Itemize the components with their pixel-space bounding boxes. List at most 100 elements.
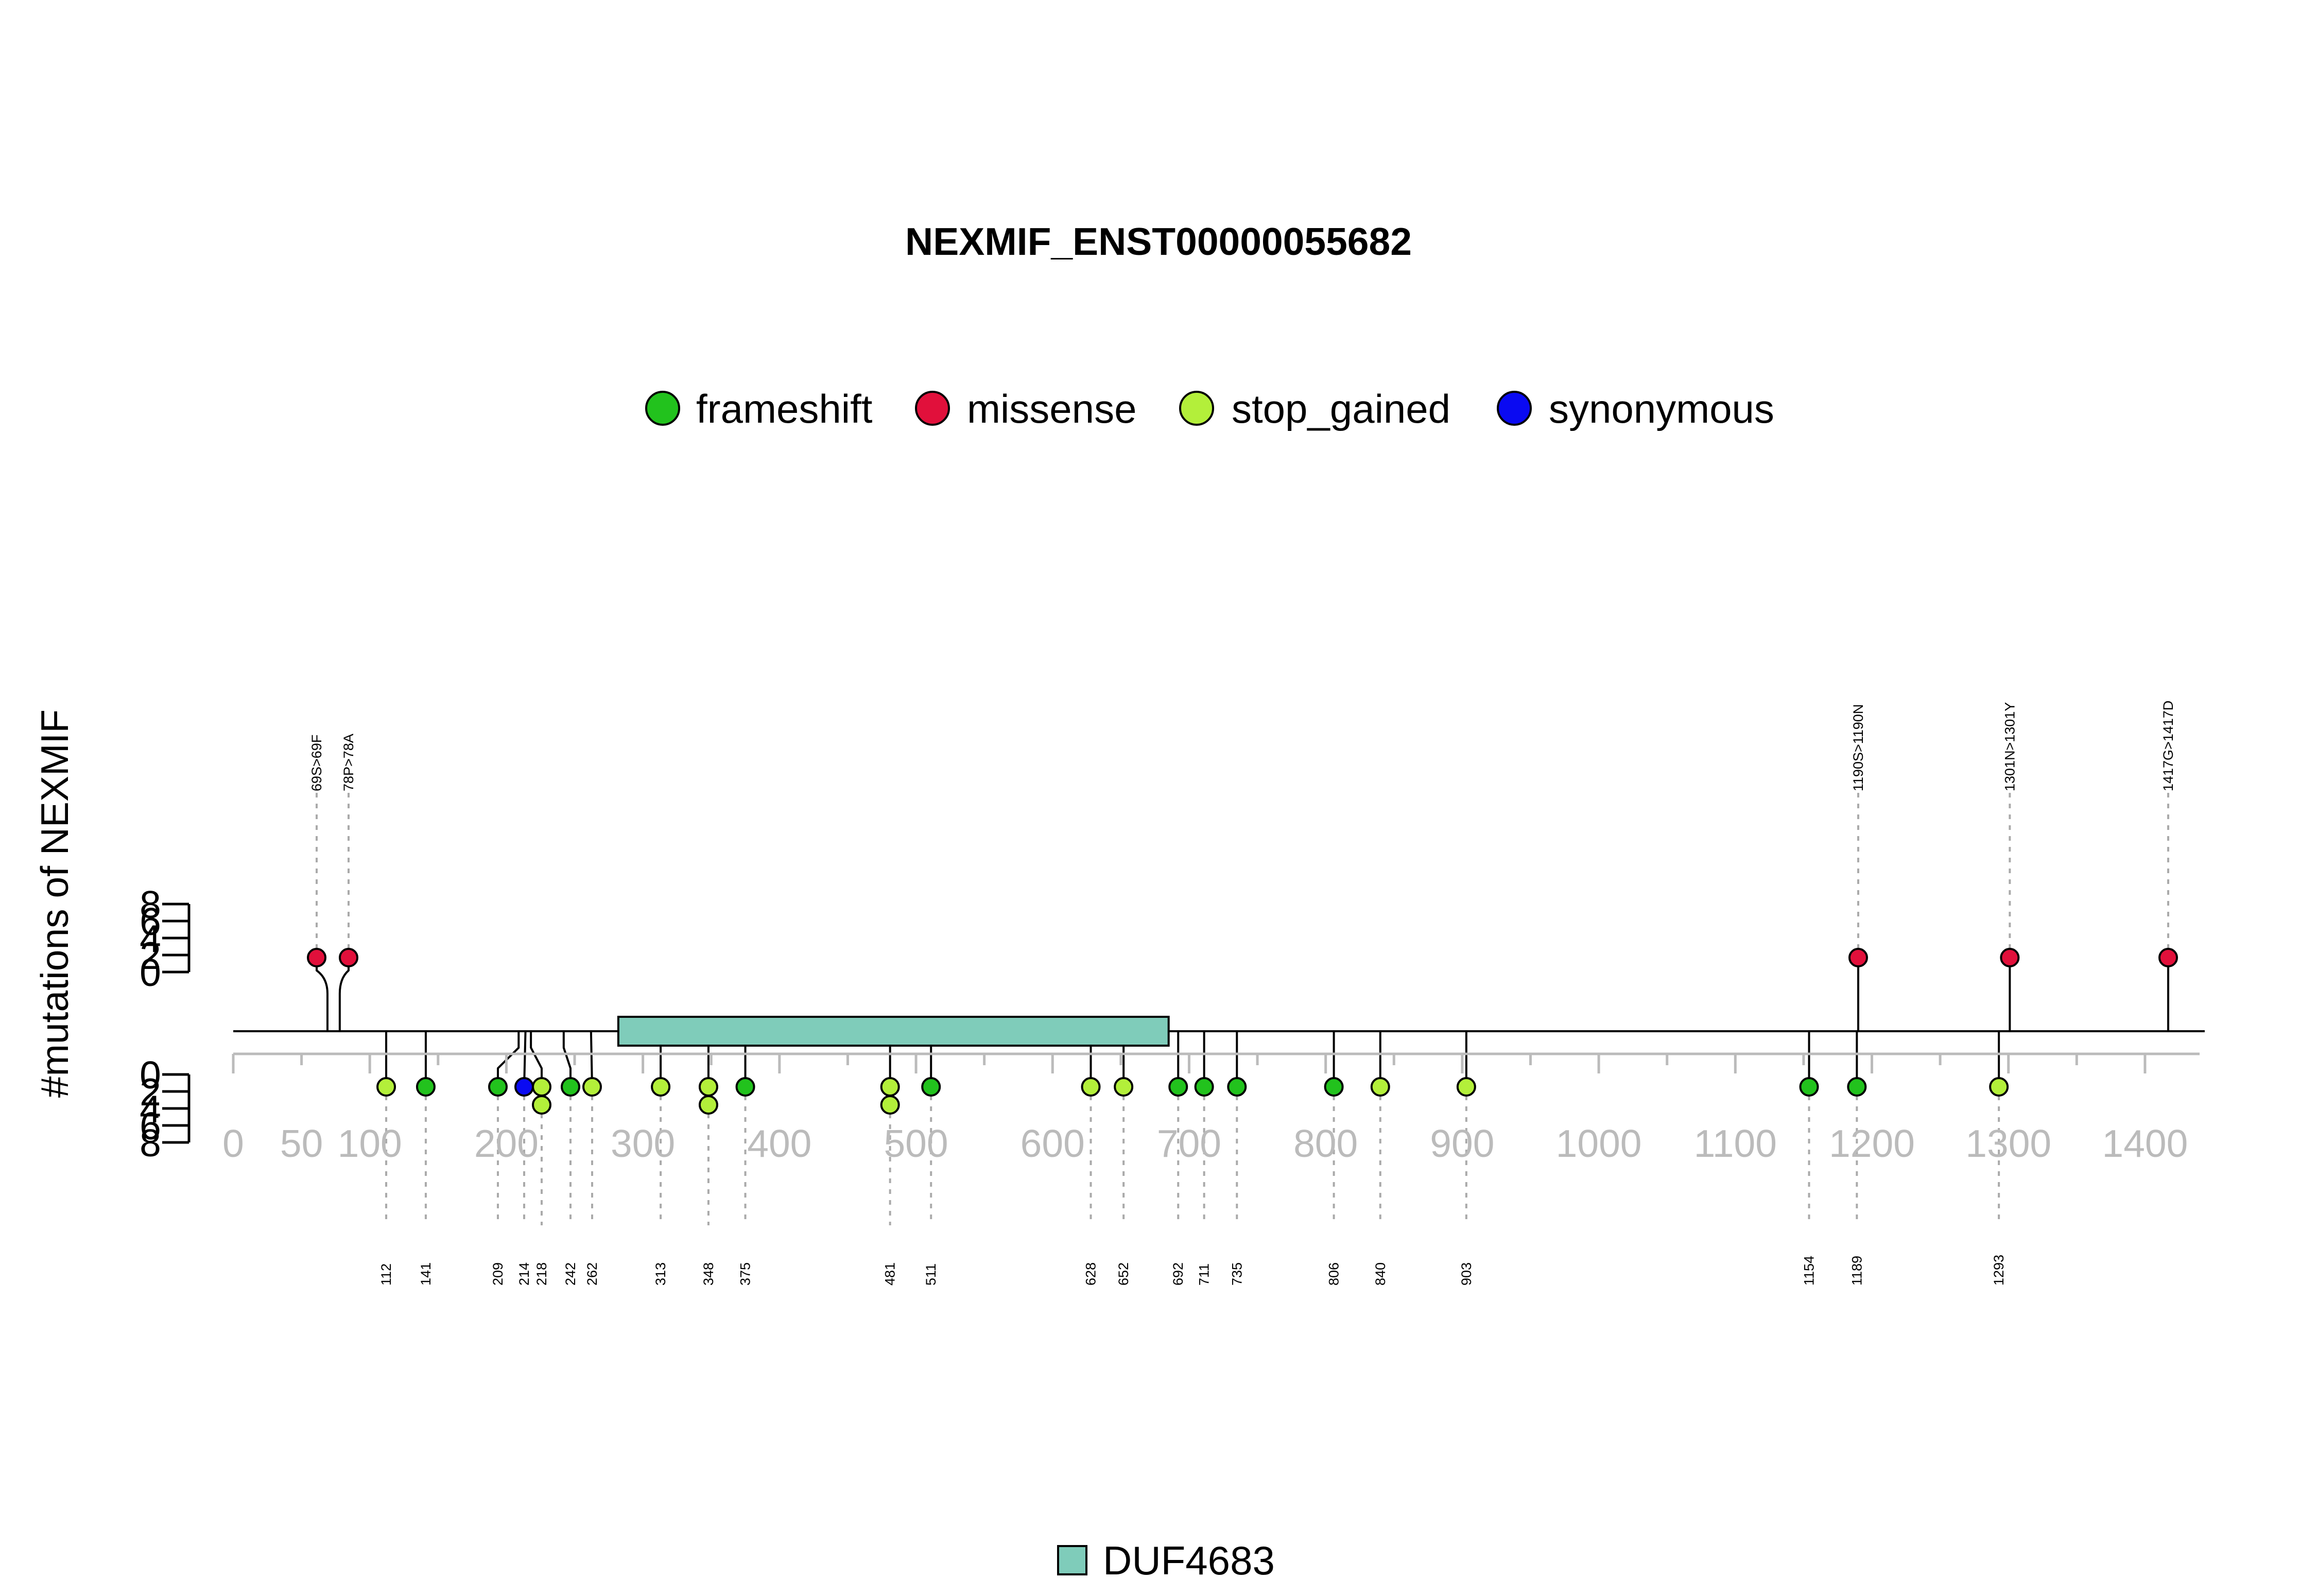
domain-legend-swatch [1057, 1545, 1087, 1575]
x-tick-label: 500 [884, 1122, 948, 1165]
domain-boxes [617, 1016, 1170, 1047]
x-tick-label: 700 [1157, 1122, 1221, 1165]
lollipop-head-frameshift [561, 1077, 580, 1097]
mutation-label-bottom: 511 [923, 1263, 939, 1286]
position-labels: 69S>69F 78P>78A 1190S>1190N 1301N>1301Y 1417… [309, 701, 2176, 1286]
stem-top [338, 958, 350, 1031]
y-tick-label-lower: 8 [140, 1121, 161, 1165]
lollipop-head-missense [307, 948, 326, 967]
lollipop-head-missense [2000, 948, 2020, 967]
x-tick-label: 200 [474, 1122, 539, 1165]
y-tick-label-lower: 2 [140, 1070, 161, 1114]
mutation-label-bottom: 313 [653, 1262, 668, 1286]
lollipop-head-stop_gained [1081, 1077, 1101, 1097]
mutation-label-bottom: 262 [584, 1262, 600, 1286]
x-tick-label: 100 [338, 1122, 402, 1165]
position-guides [316, 793, 2170, 1225]
legend-label-synonymous: synonymous [1549, 386, 1774, 431]
lollipop-head-missense [339, 948, 358, 967]
lollipop-head-synonymous [514, 1077, 534, 1097]
mutation-label-bottom: 735 [1229, 1262, 1244, 1286]
domain-DUF4683 [617, 1016, 1170, 1047]
legend-marker-synonymous [1497, 391, 1532, 426]
mutation-label-bottom: 214 [516, 1262, 532, 1286]
mutation-label-top: 69S>69F [309, 735, 324, 791]
y-tick-label-upper: 0 [140, 951, 161, 994]
x-tick-label: 0 [222, 1122, 244, 1165]
x-tick-label: 50 [280, 1122, 323, 1165]
y-tick-label-upper: 4 [140, 917, 161, 960]
mutation-label-bottom: 242 [563, 1262, 578, 1286]
mutation-label-bottom: 692 [1170, 1262, 1186, 1286]
mutation-label-bottom: 1154 [1802, 1256, 1817, 1286]
lollipop-head-frameshift [921, 1077, 941, 1097]
mutation-label-bottom: 903 [1459, 1262, 1474, 1286]
mutation-label-bottom: 218 [534, 1262, 549, 1286]
x-tick-label: 1100 [1694, 1122, 1777, 1165]
lollipop-head-frameshift [735, 1077, 755, 1097]
lollipop-head-stop_gained [1370, 1077, 1390, 1097]
x-tick-label: 1300 [1965, 1122, 2051, 1165]
mutation-label-bottom: 209 [490, 1262, 506, 1286]
domain-legend: DUF4683 [1057, 1538, 1275, 1583]
mutation-label-bottom: 806 [1326, 1262, 1342, 1286]
x-tick-label: 1400 [2102, 1122, 2188, 1165]
lollipop-head-frameshift [1194, 1077, 1214, 1097]
lollipop-head-stop_gained [376, 1077, 396, 1097]
lollipop-head-stop_gained [532, 1095, 551, 1115]
lollipop-head-stop_gained [698, 1095, 718, 1115]
legend-label-stop_gained: stop_gained [1232, 386, 1450, 431]
mutation-label-top: 1190S>1190N [1851, 704, 1866, 791]
lollipop-head-frameshift [1168, 1077, 1188, 1097]
mutation-label-bottom: 711 [1197, 1263, 1212, 1286]
y-axis-label: #mutations of NEXMIF [33, 709, 76, 1098]
x-tick-label: 400 [747, 1122, 811, 1165]
lollipop-head-stop_gained [651, 1077, 671, 1097]
lollipop-head-stop_gained [698, 1077, 718, 1097]
legend: frameshift missense stop_gained synonymous [645, 386, 1774, 431]
lollipop-head-frameshift [1847, 1077, 1867, 1097]
mutation-label-bottom: 375 [738, 1262, 753, 1286]
lollipop-stems [316, 958, 2170, 1087]
legend-marker-stop_gained [1179, 391, 1214, 426]
lollipop-head-stop_gained [880, 1095, 900, 1115]
legend-label-missense: missense [967, 386, 1136, 431]
legend-marker-frameshift [645, 391, 680, 426]
lollipop-head-missense [2158, 948, 2178, 967]
lollipop-heads [307, 948, 2178, 1115]
y-tick-label-lower: 6 [140, 1104, 161, 1148]
mutation-label-bottom: 1189 [1849, 1256, 1864, 1286]
mutation-label-bottom: 112 [378, 1263, 394, 1286]
stem-top [316, 958, 328, 1031]
mutation-label-bottom: 840 [1373, 1262, 1388, 1286]
x-tick-label: 300 [611, 1122, 675, 1165]
y-tick-label-lower: 4 [140, 1087, 161, 1131]
lollipop-head-stop_gained [1114, 1077, 1134, 1097]
x-axis: 0 50 100 200 300 400 500 600 700 800 900 1000 1100 12… [222, 1052, 2200, 1165]
mutation-label-top: 78P>78A [341, 734, 356, 791]
mutation-label-bottom: 348 [701, 1262, 716, 1286]
lollipop-head-stop_gained [880, 1077, 900, 1097]
legend-marker-missense [915, 391, 950, 426]
x-tick-label: 800 [1293, 1122, 1358, 1165]
mutation-label-top: 1417G>1417D [2160, 701, 2176, 791]
lollipop-head-missense [1848, 948, 1868, 967]
lollipop-head-frameshift [416, 1077, 436, 1097]
x-tick-label: 1000 [1556, 1122, 1642, 1165]
x-tick-label: 900 [1430, 1122, 1494, 1165]
x-tick-label: 600 [1021, 1122, 1085, 1165]
lollipop-head-frameshift [1227, 1077, 1247, 1097]
y-tick-label-upper: 2 [140, 934, 161, 977]
lollipop-head-frameshift [488, 1077, 508, 1097]
mutation-label-bottom: 141 [418, 1262, 434, 1286]
lollipop-head-frameshift [1324, 1077, 1344, 1097]
mutation-label-bottom: 481 [883, 1262, 898, 1286]
legend-label-frameshift: frameshift [696, 386, 873, 431]
mutation-label-bottom: 628 [1083, 1262, 1099, 1286]
domain-legend-label: DUF4683 [1103, 1538, 1275, 1583]
mutation-label-top: 1301N>1301Y [2002, 702, 2017, 791]
mutation-label-bottom: 1293 [1991, 1255, 2007, 1286]
